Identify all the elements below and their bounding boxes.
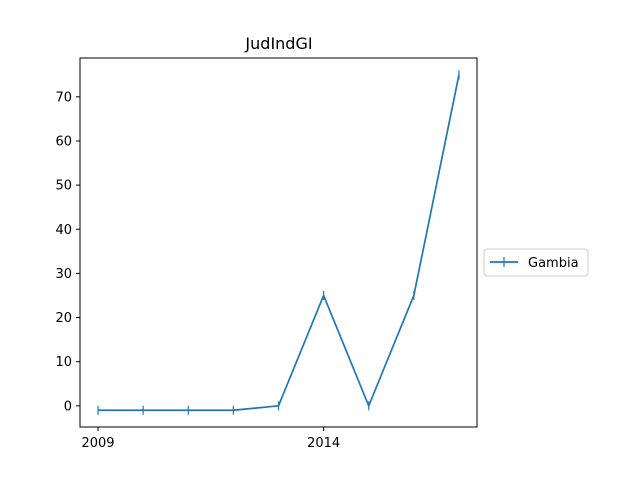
y-tick-label: 40 <box>55 223 72 238</box>
legend-label-gambia: Gambia <box>528 256 579 271</box>
legend: Gambia <box>483 248 589 277</box>
x-tick-label: 2014 <box>307 436 340 451</box>
x-axis: 2009 2014 <box>81 427 340 451</box>
chart-title: JudIndGI <box>244 34 312 53</box>
y-tick-label: 70 <box>55 90 72 105</box>
y-tick-label: 20 <box>55 311 72 326</box>
y-tick-label: 10 <box>55 355 72 370</box>
y-axis: 0 10 20 30 40 50 60 70 <box>55 90 80 414</box>
y-tick-label: 0 <box>64 399 72 414</box>
x-tick-label: 2009 <box>81 436 114 451</box>
plot-area <box>79 57 478 428</box>
y-tick-label: 30 <box>55 267 72 282</box>
y-tick-label: 50 <box>55 179 72 194</box>
y-tick-label: 60 <box>55 134 72 149</box>
series-layer <box>97 70 460 415</box>
legend-box <box>483 248 589 277</box>
